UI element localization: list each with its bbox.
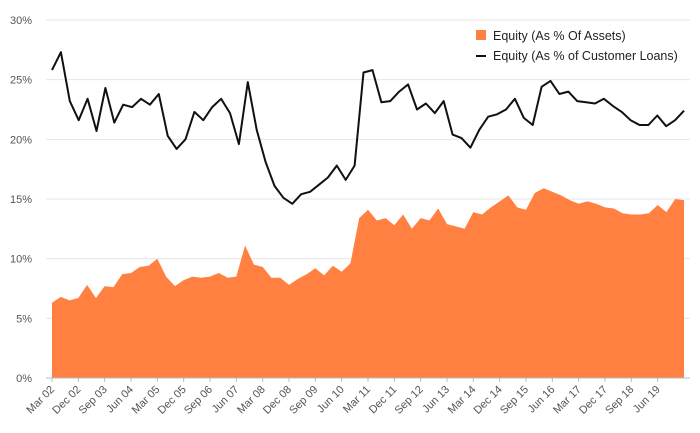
x-tick-label: Jun 10	[315, 384, 347, 416]
legend: Equity (As % Of Assets) Equity (As % of …	[476, 29, 678, 63]
legend-label-equity-assets: Equity (As % Of Assets)	[493, 29, 626, 43]
y-tick-label: 10%	[10, 254, 32, 266]
y-tick-label: 30%	[10, 15, 32, 27]
x-tick-label: Jun 19	[631, 384, 663, 416]
y-tick-label: 0%	[16, 373, 32, 385]
x-tick-label: Dec 05	[156, 384, 189, 417]
x-tick-label: Dec 08	[261, 384, 294, 417]
y-tick-label: 25%	[10, 75, 32, 87]
x-tick-label: Sep 12	[393, 384, 426, 417]
y-axis: 0% 5% 10% 15% 20% 25% 30%	[10, 15, 32, 385]
x-tick-label: Dec 02	[50, 384, 83, 417]
x-tick-label: Sep 15	[498, 384, 531, 417]
x-tick-label: Sep 06	[182, 384, 215, 417]
x-tick-label: Mar 11	[341, 384, 373, 416]
y-tick-label: 5%	[16, 313, 32, 325]
x-tick-label: Sep 09	[287, 384, 320, 417]
equity-assets-area	[52, 188, 684, 378]
y-tick-label: 15%	[10, 194, 32, 206]
x-tick-label: Dec 14	[472, 384, 505, 417]
x-tick-label: Sep 03	[77, 384, 110, 417]
legend-swatch-equity-assets	[476, 30, 486, 40]
equity-loans-line	[51, 51, 685, 205]
x-tick-label: Dec 17	[577, 384, 610, 417]
y-tick-label: 20%	[10, 134, 32, 146]
x-tick-label: Sep 18	[603, 384, 636, 417]
legend-label-equity-loans: Equity (As % of Customer Loans)	[493, 49, 678, 63]
